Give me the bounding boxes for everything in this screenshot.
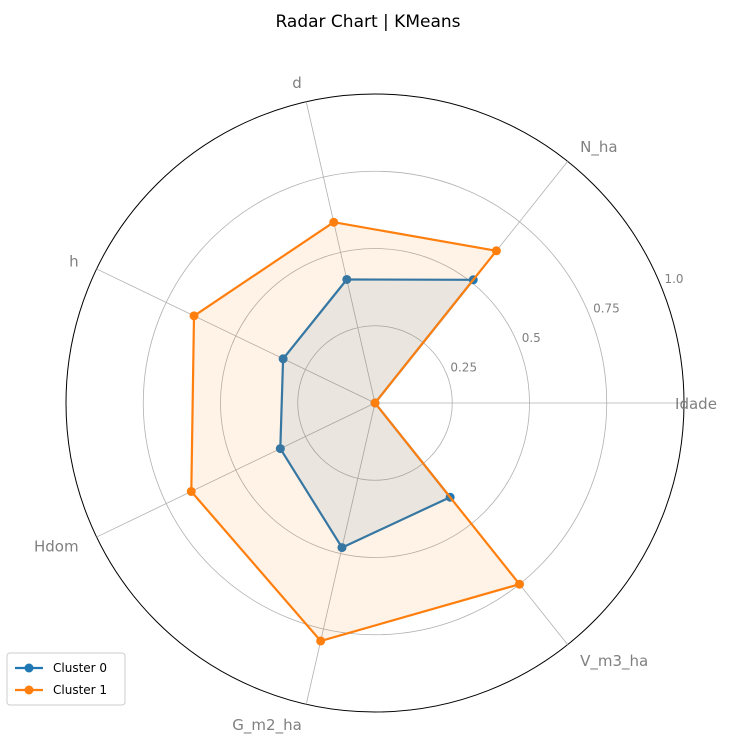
- data-point: [337, 543, 347, 553]
- spoke-line: [96, 402, 376, 538]
- series-outline: [190, 221, 521, 643]
- radial-tick-label: 0.5: [522, 331, 541, 345]
- data-point: [514, 579, 524, 589]
- spoke-line: [305, 101, 376, 404]
- axis-label-g-m2-ha: G_m2_ha: [232, 716, 301, 735]
- radial-tick-label: 0.75: [593, 301, 620, 315]
- axis-label-d: d: [292, 74, 302, 92]
- axis-label-n-ha: N_ha: [580, 138, 617, 157]
- data-point: [329, 217, 339, 227]
- axis-label-v-m3-ha: V_m3_ha: [580, 652, 648, 671]
- data-point: [316, 636, 326, 646]
- data-point: [186, 486, 196, 496]
- chart-title: Radar Chart | KMeans: [275, 12, 460, 32]
- series-fill-area: [191, 222, 520, 641]
- series-outline: [279, 278, 475, 549]
- legend-item: Cluster 1: [15, 683, 107, 697]
- legend-item: Cluster 0: [15, 661, 107, 675]
- axis-labels: 0.25 0.5 0.75 1.0 Idade N_ha d h Hdom G_m2_ha V_m3…: [34, 74, 717, 735]
- spoke-line: [96, 268, 376, 404]
- series-fill-area: [280, 279, 474, 548]
- legend-box: [6, 652, 126, 706]
- spoke-line: [305, 402, 376, 705]
- series-layer: [186, 217, 524, 646]
- axis-label-hdom: Hdom: [34, 538, 79, 556]
- axis-label-h: h: [69, 252, 79, 270]
- series-cluster-1: [186, 217, 524, 646]
- axis-label-idade: Idade: [675, 395, 717, 413]
- legend-label: Cluster 1: [53, 683, 107, 697]
- data-point: [189, 311, 199, 321]
- radial-tick-label: 1.0: [664, 272, 683, 286]
- legend-marker: [24, 685, 34, 695]
- data-point: [491, 246, 501, 256]
- radial-grid: [65, 93, 685, 713]
- data-point: [275, 444, 285, 454]
- legend-label: Cluster 0: [53, 661, 107, 675]
- data-point: [370, 398, 380, 408]
- data-point: [278, 354, 288, 364]
- data-point: [342, 274, 352, 284]
- radial-tick-label: 0.25: [450, 360, 477, 374]
- legend: Cluster 0 Cluster 1: [6, 652, 126, 706]
- legend-marker: [24, 663, 34, 673]
